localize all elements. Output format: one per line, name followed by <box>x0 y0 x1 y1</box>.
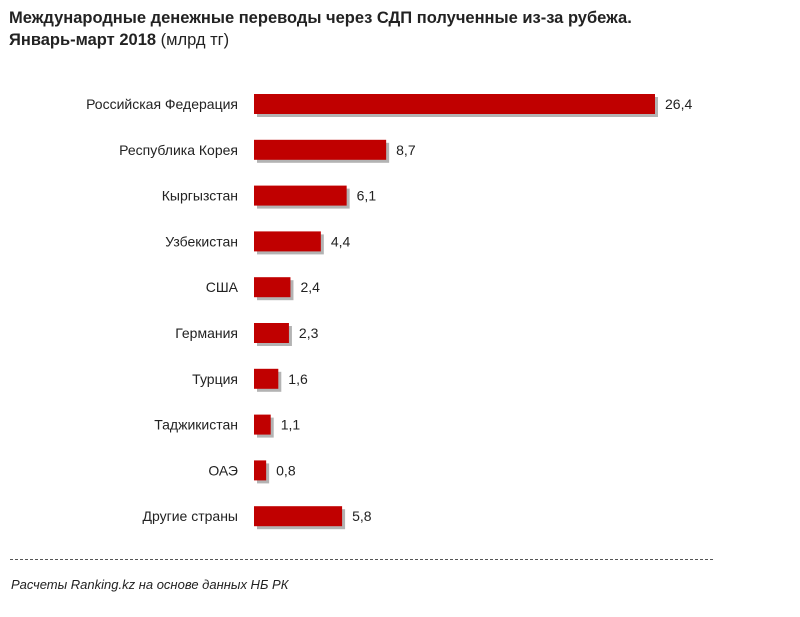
data-label: 5,8 <box>352 508 372 524</box>
bar <box>254 139 387 160</box>
data-label: 0,8 <box>276 462 296 478</box>
bar <box>254 368 279 389</box>
category-label: Российская Федерация <box>86 96 238 112</box>
chart-title-unit: (млрд тг) <box>156 31 230 49</box>
chart-title: Международные денежные переводы через СД… <box>9 7 632 51</box>
bar <box>254 414 271 435</box>
category-label: Узбекистан <box>165 233 238 249</box>
data-label: 26,4 <box>665 96 692 112</box>
category-label: Таджикистан <box>154 417 238 433</box>
category-label: Другие страны <box>143 508 239 524</box>
bar <box>254 94 655 114</box>
bar <box>254 323 289 343</box>
bar <box>254 506 343 527</box>
data-label: 2,3 <box>299 325 319 341</box>
bar <box>254 231 321 252</box>
data-label: 1,1 <box>281 417 301 433</box>
bar <box>254 277 291 298</box>
data-label: 2,4 <box>300 279 320 295</box>
data-label: 8,7 <box>396 142 416 158</box>
chart-title-line1: Международные денежные переводы через СД… <box>9 9 632 27</box>
source-note: Расчеты Ranking.kz на основе данных НБ Р… <box>11 577 289 592</box>
data-label: 4,4 <box>331 233 351 249</box>
data-label: 1,6 <box>288 371 308 387</box>
bar <box>254 185 347 206</box>
category-label: Германия <box>175 325 238 341</box>
category-label: Республика Корея <box>119 142 238 158</box>
data-label: 6,1 <box>357 188 377 204</box>
category-label: Турция <box>192 371 238 387</box>
bar <box>254 460 267 481</box>
category-label: США <box>206 279 239 295</box>
category-label: Кыргызстан <box>162 188 238 204</box>
category-label: ОАЭ <box>208 462 238 478</box>
chart-title-period: Январь-март 2018 <box>9 31 157 49</box>
footer-divider <box>10 559 713 560</box>
